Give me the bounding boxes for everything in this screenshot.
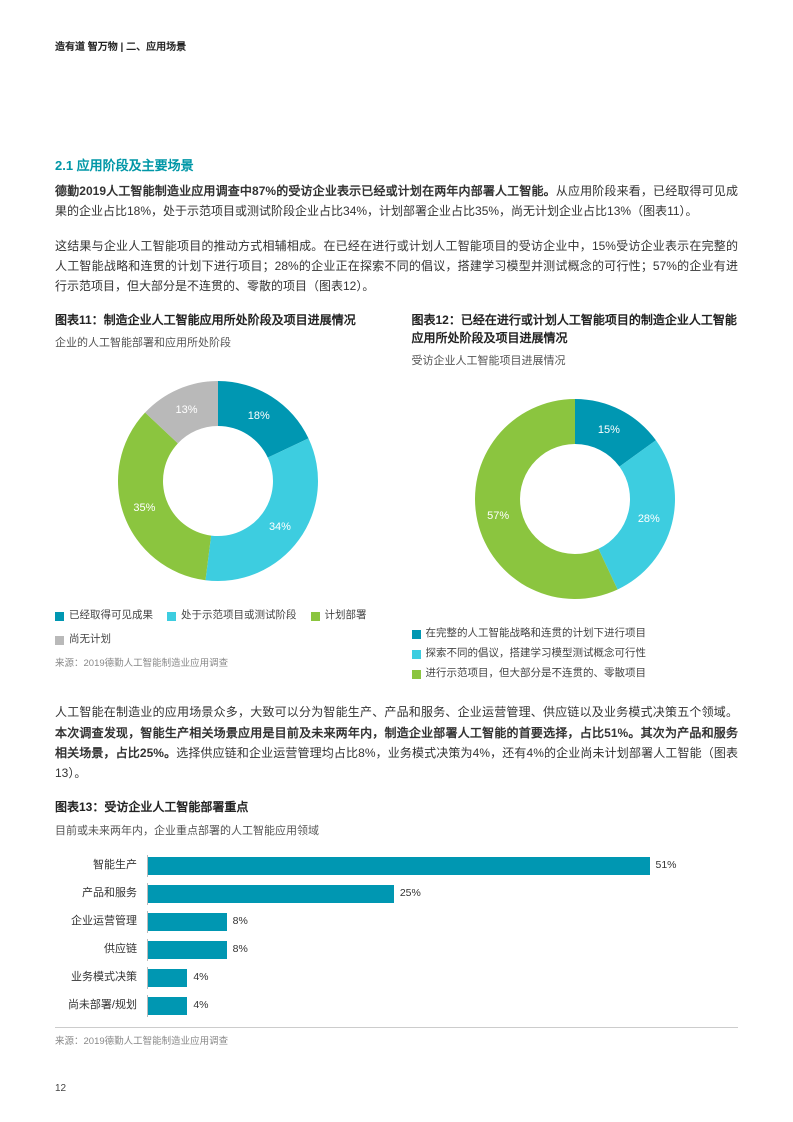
bar-category-label: 供应链: [55, 941, 147, 959]
legend-swatch: [55, 612, 64, 621]
paragraph-2: 这结果与企业人工智能项目的推动方式相辅相成。在已经在进行或计划人工智能项目的受访…: [55, 236, 738, 297]
chart13-source: 来源：2019德勤人工智能制造业应用调查: [55, 1034, 738, 1049]
legend-label: 计划部署: [325, 606, 367, 626]
bar-track: 25%: [147, 883, 738, 905]
legend-label: 尚无计划: [69, 630, 111, 650]
chart13-subtitle: 目前或未来两年内，企业重点部署的人工智能应用领域: [55, 823, 738, 841]
legend-swatch: [412, 670, 421, 679]
bar-category-label: 业务模式决策: [55, 969, 147, 987]
legend-item: 已经取得可见成果: [55, 606, 153, 626]
bar-value-label: 51%: [656, 857, 677, 874]
charts-row: 图表11：制造企业人工智能应用所处阶段及项目进展情况 企业的人工智能部署和应用所…: [55, 311, 738, 684]
paragraph-3: 人工智能在制造业的应用场景众多，大致可以分为智能生产、产品和服务、企业运营管理、…: [55, 702, 738, 784]
chart11-source: 来源：2019德勤人工智能制造业应用调查: [55, 656, 382, 671]
bar-row: 智能生产 51%: [55, 855, 738, 877]
legend-swatch: [55, 636, 64, 645]
donut-slice: [206, 439, 319, 582]
breadcrumb: 造有道 智万物 | 二、应用场景: [55, 40, 738, 56]
bar-fill: [148, 941, 227, 959]
bar-category-label: 智能生产: [55, 857, 147, 875]
divider: [55, 1027, 738, 1028]
chart11-column: 图表11：制造企业人工智能应用所处阶段及项目进展情况 企业的人工智能部署和应用所…: [55, 311, 382, 684]
bar-value-label: 25%: [400, 885, 421, 902]
donut-slice-label: 35%: [133, 500, 155, 518]
legend-label: 处于示范项目或测试阶段: [181, 606, 297, 626]
donut-slice-label: 18%: [248, 408, 270, 426]
legend-label: 进行示范项目，但大部分是不连贯的、零散项目: [426, 664, 647, 684]
paragraph-1-bold: 德勤2019人工智能制造业应用调查中87%的受访企业表示已经或计划在两年内部署人…: [55, 184, 556, 198]
legend-swatch: [167, 612, 176, 621]
donut-slice: [118, 413, 211, 581]
bar-value-label: 4%: [193, 997, 208, 1014]
legend-swatch: [311, 612, 320, 621]
legend-swatch: [412, 650, 421, 659]
legend-item: 进行示范项目，但大部分是不连贯的、零散项目: [412, 664, 739, 684]
chart11-donut: 18% 34% 35% 13%: [103, 366, 333, 596]
legend-item: 尚无计划: [55, 630, 111, 650]
bar-track: 8%: [147, 911, 738, 933]
chart12-donut: 15% 28% 57%: [460, 384, 690, 614]
bar-category-label: 尚未部署/规划: [55, 997, 147, 1015]
donut-slice-label: 15%: [598, 422, 620, 440]
bar-value-label: 4%: [193, 969, 208, 986]
chart13-bars: 智能生产51%产品和服务25%企业运营管理8%供应链8%业务模式决策4%尚未部署…: [55, 855, 738, 1017]
chart12-legend: 在完整的人工智能战略和连贯的计划下进行项目探索不同的倡议，搭建学习模型测试概念可…: [412, 624, 739, 684]
page-number: 12: [55, 1081, 66, 1097]
bar-row: 产品和服务 25%: [55, 883, 738, 905]
legend-swatch: [412, 630, 421, 639]
bar-category-label: 产品和服务: [55, 885, 147, 903]
bar-track: 4%: [147, 967, 738, 989]
legend-label: 已经取得可见成果: [69, 606, 153, 626]
bar-value-label: 8%: [233, 941, 248, 958]
donut-slice-label: 34%: [269, 519, 291, 537]
donut-slice-label: 13%: [175, 402, 197, 420]
legend-item: 计划部署: [311, 606, 367, 626]
paragraph-1: 德勤2019人工智能制造业应用调查中87%的受访企业表示已经或计划在两年内部署人…: [55, 181, 738, 222]
bar-row: 企业运营管理 8%: [55, 911, 738, 933]
bar-category-label: 企业运营管理: [55, 913, 147, 931]
bar-track: 4%: [147, 995, 738, 1017]
chart11-title: 图表11：制造企业人工智能应用所处阶段及项目进展情况: [55, 311, 382, 329]
chart11-legend: 已经取得可见成果 处于示范项目或测试阶段 计划部署尚无计划: [55, 606, 382, 650]
chart12-column: 图表12：已经在进行或计划人工智能项目的制造企业人工智能应用所处阶段及项目进展情…: [412, 311, 739, 684]
bar-track: 51%: [147, 855, 738, 877]
bar-row: 业务模式决策 4%: [55, 967, 738, 989]
bar-row: 供应链 8%: [55, 939, 738, 961]
legend-item: 处于示范项目或测试阶段: [167, 606, 297, 626]
donut-slice-label: 28%: [638, 511, 660, 529]
legend-item: 探索不同的倡议，搭建学习模型测试概念可行性: [412, 644, 739, 664]
chart12-title: 图表12：已经在进行或计划人工智能项目的制造企业人工智能应用所处阶段及项目进展情…: [412, 311, 739, 347]
chart13-title: 图表13：受访企业人工智能部署重点: [55, 798, 738, 817]
paragraph-3-a: 人工智能在制造业的应用场景众多，大致可以分为智能生产、产品和服务、企业运营管理、…: [55, 705, 738, 719]
bar-fill: [148, 969, 187, 987]
section-title: 2.1 应用阶段及主要场景: [55, 156, 738, 177]
bar-row: 尚未部署/规划 4%: [55, 995, 738, 1017]
bar-fill: [148, 885, 394, 903]
donut-slice-label: 57%: [487, 508, 509, 526]
bar-fill: [148, 857, 650, 875]
bar-value-label: 8%: [233, 913, 248, 930]
chart11-subtitle: 企业的人工智能部署和应用所处阶段: [55, 335, 382, 353]
legend-item: 在完整的人工智能战略和连贯的计划下进行项目: [412, 624, 739, 644]
legend-label: 在完整的人工智能战略和连贯的计划下进行项目: [426, 624, 647, 644]
donut-slice: [598, 441, 675, 590]
bar-track: 8%: [147, 939, 738, 961]
legend-label: 探索不同的倡议，搭建学习模型测试概念可行性: [426, 644, 647, 664]
bar-fill: [148, 997, 187, 1015]
chart12-subtitle: 受访企业人工智能项目进展情况: [412, 353, 739, 371]
bar-fill: [148, 913, 227, 931]
